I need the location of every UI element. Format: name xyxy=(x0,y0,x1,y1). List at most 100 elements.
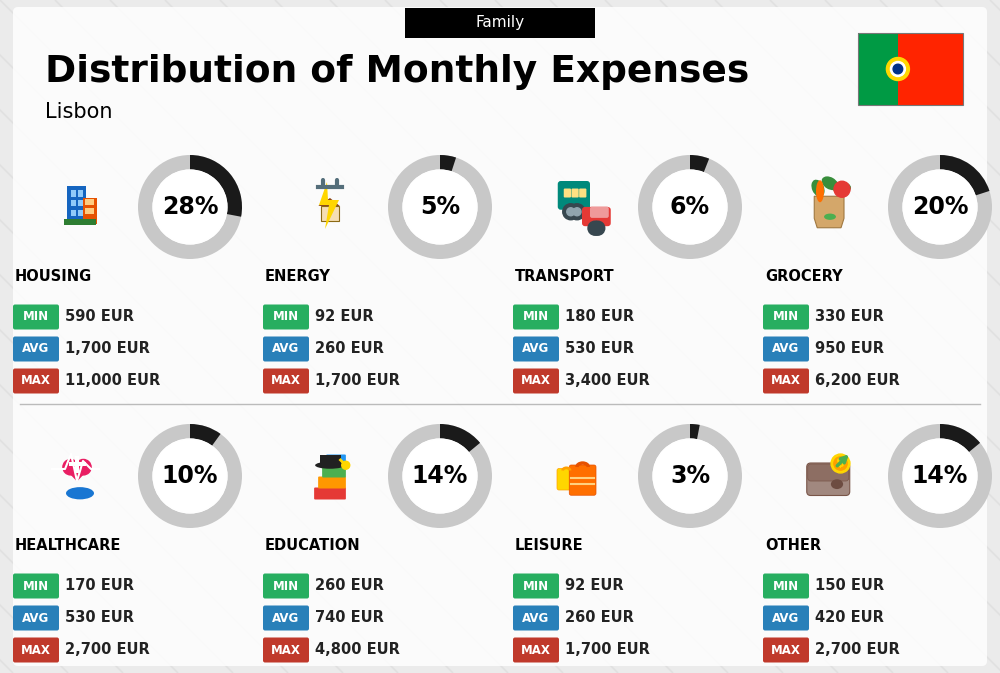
FancyBboxPatch shape xyxy=(85,199,94,205)
Circle shape xyxy=(573,208,581,216)
Text: OTHER: OTHER xyxy=(765,538,821,553)
Text: $: $ xyxy=(836,457,845,470)
Text: 420 EUR: 420 EUR xyxy=(815,610,884,625)
FancyBboxPatch shape xyxy=(898,33,963,105)
Text: MAX: MAX xyxy=(21,374,51,388)
Text: MAX: MAX xyxy=(521,643,551,656)
Circle shape xyxy=(834,181,850,197)
Text: 1,700 EUR: 1,700 EUR xyxy=(565,643,650,658)
Text: Family: Family xyxy=(475,15,525,30)
Text: 3,400 EUR: 3,400 EUR xyxy=(565,374,650,388)
Circle shape xyxy=(403,170,477,244)
FancyBboxPatch shape xyxy=(326,454,346,466)
FancyBboxPatch shape xyxy=(71,190,76,197)
Wedge shape xyxy=(138,424,242,528)
FancyBboxPatch shape xyxy=(263,369,309,394)
Circle shape xyxy=(903,170,977,244)
Ellipse shape xyxy=(811,180,825,197)
Text: 740 EUR: 740 EUR xyxy=(315,610,384,625)
FancyBboxPatch shape xyxy=(763,304,809,330)
Ellipse shape xyxy=(833,182,851,194)
FancyBboxPatch shape xyxy=(513,573,559,598)
Text: 92 EUR: 92 EUR xyxy=(315,310,374,324)
Ellipse shape xyxy=(831,479,843,489)
Text: MIN: MIN xyxy=(23,579,49,592)
Text: HOUSING: HOUSING xyxy=(15,269,92,285)
FancyBboxPatch shape xyxy=(13,304,59,330)
Circle shape xyxy=(588,221,602,235)
Text: AVG: AVG xyxy=(772,343,800,355)
Text: 92 EUR: 92 EUR xyxy=(565,579,624,594)
Text: Distribution of Monthly Expenses: Distribution of Monthly Expenses xyxy=(45,54,749,90)
Text: 1,700 EUR: 1,700 EUR xyxy=(315,374,400,388)
Text: Lisbon: Lisbon xyxy=(45,102,112,122)
Text: MAX: MAX xyxy=(771,643,801,656)
Text: 330 EUR: 330 EUR xyxy=(815,310,884,324)
Text: 10%: 10% xyxy=(162,464,218,488)
Text: HEALTHCARE: HEALTHCARE xyxy=(15,538,121,553)
Polygon shape xyxy=(63,467,91,481)
FancyBboxPatch shape xyxy=(13,7,987,666)
FancyBboxPatch shape xyxy=(263,304,309,330)
Text: AVG: AVG xyxy=(772,612,800,625)
Circle shape xyxy=(567,208,575,216)
Circle shape xyxy=(890,61,905,77)
FancyBboxPatch shape xyxy=(13,606,59,631)
Text: AVG: AVG xyxy=(22,612,50,625)
Ellipse shape xyxy=(822,176,838,190)
FancyBboxPatch shape xyxy=(571,188,579,197)
Polygon shape xyxy=(814,197,844,227)
Text: MAX: MAX xyxy=(21,643,51,656)
FancyBboxPatch shape xyxy=(763,606,809,631)
Text: 950 EUR: 950 EUR xyxy=(815,341,884,357)
Text: 14%: 14% xyxy=(912,464,968,488)
FancyBboxPatch shape xyxy=(75,456,79,472)
Text: 2,700 EUR: 2,700 EUR xyxy=(815,643,900,658)
FancyBboxPatch shape xyxy=(763,573,809,598)
Text: 260 EUR: 260 EUR xyxy=(565,610,634,625)
Ellipse shape xyxy=(315,462,345,469)
FancyBboxPatch shape xyxy=(13,637,59,662)
Wedge shape xyxy=(190,424,221,446)
FancyBboxPatch shape xyxy=(314,487,346,499)
FancyBboxPatch shape xyxy=(71,200,76,207)
FancyBboxPatch shape xyxy=(558,181,590,210)
Text: 150 EUR: 150 EUR xyxy=(815,579,884,594)
Text: MIN: MIN xyxy=(23,310,49,324)
Text: MIN: MIN xyxy=(523,310,549,324)
Wedge shape xyxy=(888,424,992,528)
Ellipse shape xyxy=(66,487,94,499)
Text: 20%: 20% xyxy=(912,195,968,219)
Circle shape xyxy=(342,461,350,469)
FancyBboxPatch shape xyxy=(68,462,86,466)
Circle shape xyxy=(63,460,78,475)
Text: 6%: 6% xyxy=(670,195,710,219)
Wedge shape xyxy=(940,424,980,452)
Text: 530 EUR: 530 EUR xyxy=(565,341,634,357)
Text: MIN: MIN xyxy=(773,310,799,324)
Circle shape xyxy=(653,439,727,513)
FancyBboxPatch shape xyxy=(513,637,559,662)
FancyBboxPatch shape xyxy=(513,369,559,394)
Text: MIN: MIN xyxy=(773,579,799,592)
FancyBboxPatch shape xyxy=(263,637,309,662)
FancyBboxPatch shape xyxy=(763,369,809,394)
FancyBboxPatch shape xyxy=(513,606,559,631)
FancyBboxPatch shape xyxy=(263,573,309,598)
Text: 1,700 EUR: 1,700 EUR xyxy=(65,341,150,357)
Text: 260 EUR: 260 EUR xyxy=(315,579,384,594)
Text: TRANSPORT: TRANSPORT xyxy=(515,269,615,285)
Text: AVG: AVG xyxy=(522,612,550,625)
FancyBboxPatch shape xyxy=(763,637,809,662)
Polygon shape xyxy=(319,182,339,229)
FancyBboxPatch shape xyxy=(78,210,83,216)
FancyBboxPatch shape xyxy=(263,336,309,361)
Text: GROCERY: GROCERY xyxy=(765,269,843,285)
Circle shape xyxy=(653,170,727,244)
Text: 2,700 EUR: 2,700 EUR xyxy=(65,643,150,658)
Circle shape xyxy=(569,204,585,220)
Polygon shape xyxy=(318,198,340,206)
Circle shape xyxy=(153,170,227,244)
FancyBboxPatch shape xyxy=(67,186,86,224)
FancyBboxPatch shape xyxy=(590,207,609,218)
